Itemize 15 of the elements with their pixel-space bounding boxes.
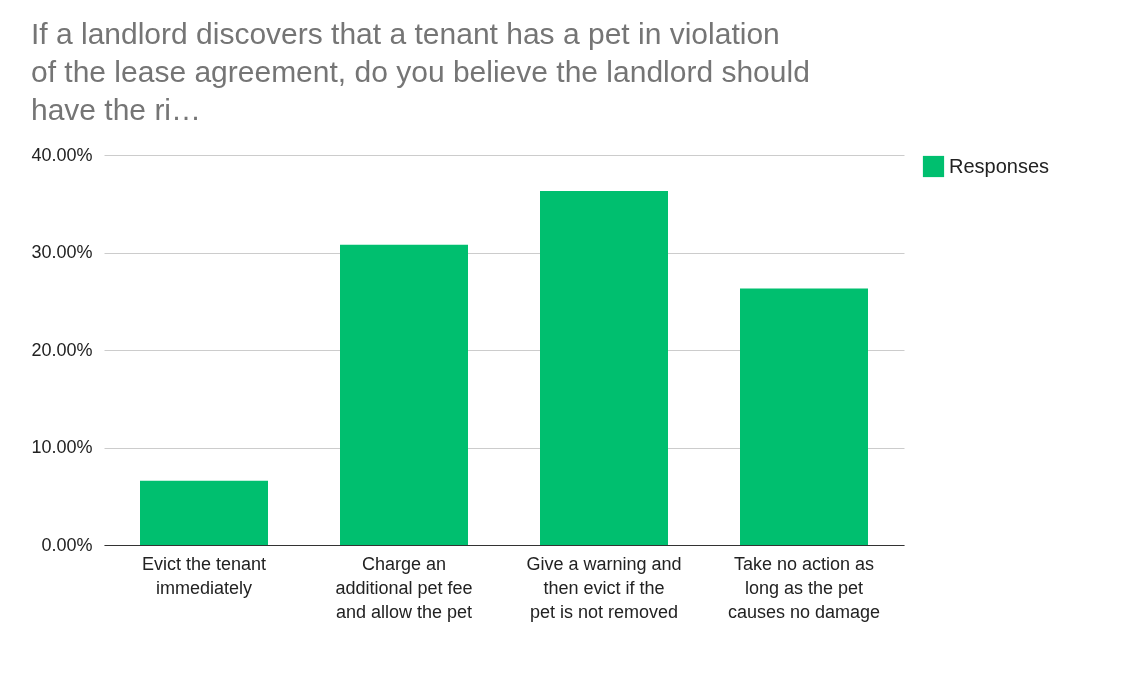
y-tick-label: 0.00%	[41, 534, 93, 555]
bar	[740, 288, 868, 545]
y-tick-label: 40.00%	[31, 144, 93, 165]
x-tick-label: Take no action as long as the pet causes no damage	[727, 553, 881, 622]
legend-label: Responses	[949, 154, 1050, 177]
x-tick-label: Evict the tenant immediately	[141, 553, 267, 598]
bar	[140, 480, 268, 545]
chart-title: If a landlord discovers that a tenant has a pet in violation of the lease agreement, do you believe the landlord should have the ri…	[30, 17, 810, 126]
y-tick-label: 20.00%	[31, 339, 93, 360]
x-tick-label: Give a warning and then evict if the pet is not removed	[526, 553, 682, 622]
y-tick-label: 30.00%	[31, 242, 93, 262]
bar	[340, 244, 468, 545]
x-tick-label: Charge an additional pet fee and allow the pet	[335, 553, 473, 622]
bar	[540, 191, 668, 545]
y-tick-label: 10.00%	[31, 437, 93, 457]
